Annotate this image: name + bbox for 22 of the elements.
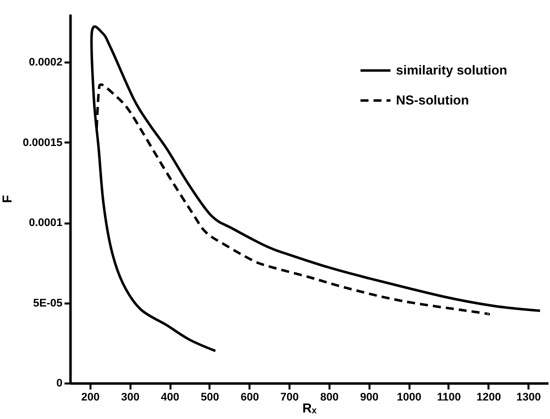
x-tick-label: 700: [280, 392, 299, 404]
x-tick-label: 1300: [516, 392, 541, 404]
y-axis-title: F: [0, 194, 15, 203]
legend-label: similarity solution: [396, 62, 508, 78]
x-tick-label: 800: [320, 392, 339, 404]
y-tick-label: 0.00015: [22, 136, 62, 149]
x-tick-label: 400: [160, 392, 180, 404]
x-tick-label: 900: [360, 392, 378, 404]
line-series: [95, 83, 490, 316]
y-tick-label: 0.0001: [28, 217, 62, 230]
x-tick-label: 1100: [436, 392, 461, 404]
x-tick-label: 200: [81, 392, 100, 404]
x-tick-label: 1200: [476, 392, 501, 404]
x-tick-label: 300: [121, 392, 140, 404]
y-tick-label: 5E-05: [33, 297, 62, 310]
x-tick-label: 500: [200, 392, 220, 404]
y-tick-label: 0: [56, 378, 62, 390]
x-axis-title: Rₓ: [302, 400, 317, 416]
x-tick-label: 1000: [396, 392, 422, 404]
y-tick-label: 0.0002: [28, 56, 62, 69]
legend-label: NS-solution: [396, 92, 469, 108]
x-tick-label: 600: [240, 392, 259, 404]
